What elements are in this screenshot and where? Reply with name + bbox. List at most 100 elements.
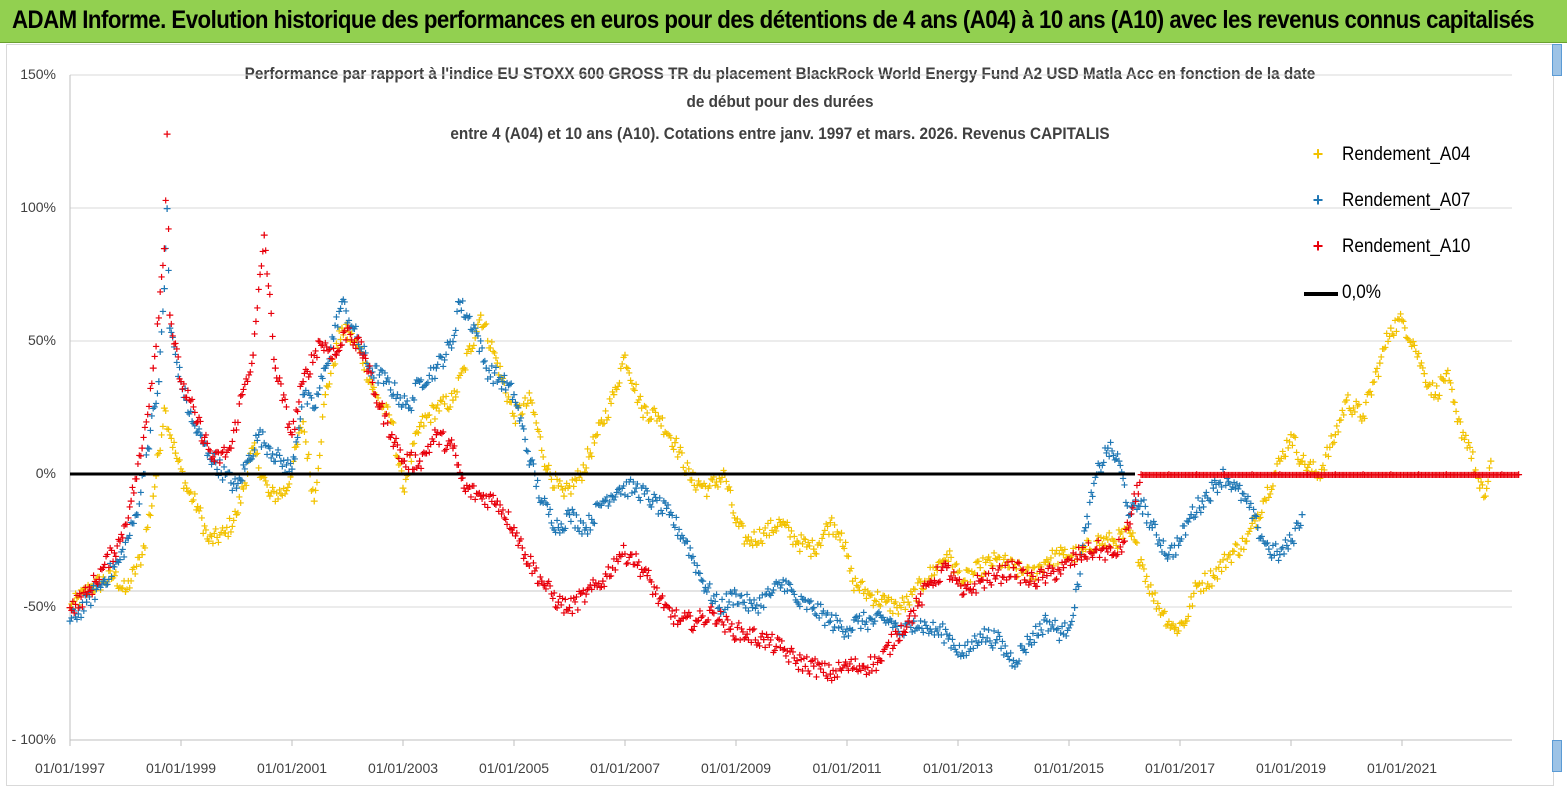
- resize-handle-top[interactable]: [1552, 44, 1562, 76]
- data-point-fill: +: [113, 556, 121, 567]
- data-point-fill: +: [1029, 563, 1037, 574]
- data-point-fill: +: [633, 398, 641, 409]
- data-point-fill: +: [378, 403, 386, 414]
- data-point-fill: +: [726, 485, 734, 496]
- data-point: +: [898, 628, 907, 641]
- data-point-fill: +: [982, 557, 990, 568]
- data-point-fill: +: [393, 452, 401, 463]
- data-point-fill: +: [933, 566, 941, 577]
- data-point-fill: +: [958, 578, 966, 589]
- data-point-fill: +: [1328, 439, 1336, 450]
- data-point-fill: +: [370, 383, 378, 394]
- data-point-fill: +: [1151, 520, 1159, 531]
- x-tick-label: 01/01/2017: [1144, 760, 1216, 776]
- data-point: +: [1275, 455, 1284, 468]
- data-point-fill: +: [705, 579, 713, 590]
- data-point-fill: +: [148, 501, 156, 512]
- data-point-fill: +: [786, 532, 794, 543]
- data-point: +: [1125, 527, 1134, 540]
- data-point-fill: +: [1116, 529, 1124, 540]
- data-point-fill: +: [723, 484, 731, 495]
- data-point-fill: +: [843, 551, 851, 562]
- data-point-fill: +: [690, 480, 698, 491]
- data-point-fill: +: [1383, 329, 1391, 340]
- data-point-fill: +: [328, 355, 336, 366]
- data-point-fill: +: [929, 563, 937, 574]
- data-point-fill: +: [1011, 559, 1019, 570]
- data-point: +: [1253, 521, 1262, 534]
- data-point-fill: +: [440, 399, 448, 410]
- data-point-fill: +: [1424, 381, 1432, 392]
- data-point-fill: +: [1145, 588, 1153, 599]
- data-point: +: [471, 322, 480, 335]
- data-point-fill: +: [250, 438, 258, 449]
- data-point: +: [704, 481, 713, 494]
- data-point-fill: +: [203, 534, 211, 545]
- data-point-fill: +: [1266, 489, 1274, 500]
- data-point: +: [731, 516, 740, 529]
- data-point-fill: +: [1095, 540, 1103, 551]
- data-point-fill: +: [91, 586, 99, 597]
- data-point-fill: +: [585, 452, 593, 463]
- data-point-fill: +: [1320, 465, 1328, 476]
- data-point-fill: +: [450, 386, 458, 397]
- data-point: +: [1114, 455, 1123, 468]
- data-point-fill: +: [445, 405, 453, 416]
- data-point-fill: +: [612, 385, 620, 396]
- data-point-fill: +: [127, 576, 135, 587]
- resize-handle-bottom[interactable]: [1552, 740, 1562, 772]
- data-point-fill: +: [561, 483, 569, 494]
- data-point-fill: +: [128, 565, 136, 576]
- data-point-fill: +: [1129, 528, 1137, 539]
- data-point-fill: +: [529, 407, 537, 418]
- data-point-fill: +: [482, 319, 490, 330]
- legend-marker-a04: +: [1312, 144, 1324, 164]
- data-point-fill: +: [1002, 557, 1010, 568]
- data-point: +: [654, 409, 663, 422]
- data-point-fill: +: [163, 424, 171, 435]
- data-point: +: [115, 553, 124, 566]
- data-point-fill: +: [980, 568, 988, 579]
- data-point-fill: +: [1478, 480, 1486, 491]
- data-point-fill: +: [1419, 363, 1427, 374]
- data-point-fill: +: [1297, 457, 1305, 468]
- data-point: +: [765, 588, 774, 601]
- y-tick-label: 150%: [20, 66, 56, 82]
- data-point-fill: +: [658, 413, 666, 424]
- data-point-fill: +: [739, 521, 747, 532]
- data-point-fill: +: [765, 530, 773, 541]
- data-point-fill: +: [972, 557, 980, 568]
- data-point-fill: +: [592, 431, 600, 442]
- data-point-fill: +: [717, 477, 725, 488]
- data-point-fill: +: [166, 430, 174, 441]
- data-point-fill: +: [1201, 569, 1209, 580]
- data-point-fill: +: [350, 337, 358, 348]
- data-point-fill: +: [1265, 493, 1273, 504]
- data-point-fill: +: [1235, 550, 1243, 561]
- x-tick-label: 01/01/2019: [1255, 760, 1327, 776]
- data-point-fill: +: [1199, 586, 1207, 597]
- data-point-fill: +: [381, 409, 389, 420]
- data-point-fill: +: [803, 542, 811, 553]
- data-point-fill: +: [1034, 562, 1042, 573]
- data-point-fill: +: [783, 518, 791, 529]
- data-point: +: [1231, 481, 1240, 494]
- data-point-fill: +: [707, 474, 715, 485]
- data-point-fill: +: [586, 448, 594, 459]
- data-point-fill: +: [117, 583, 125, 594]
- data-point-fill: +: [198, 513, 206, 524]
- data-point-fill: +: [578, 475, 586, 486]
- data-point-fill: +: [1297, 520, 1305, 531]
- data-point-fill: +: [123, 585, 131, 596]
- data-point-fill: +: [1353, 401, 1361, 412]
- data-point-fill: +: [762, 530, 770, 541]
- data-point-fill: +: [1477, 477, 1485, 488]
- data-point-fill: +: [268, 483, 276, 494]
- data-point-fill: +: [664, 429, 672, 440]
- data-point-fill: +: [327, 369, 335, 380]
- data-point: +: [826, 614, 835, 627]
- data-point-fill: +: [499, 373, 507, 384]
- data-point-fill: +: [991, 553, 999, 564]
- data-point-fill: +: [686, 475, 694, 486]
- report-title: ADAM Informe. Evolution historique des p…: [12, 6, 1535, 34]
